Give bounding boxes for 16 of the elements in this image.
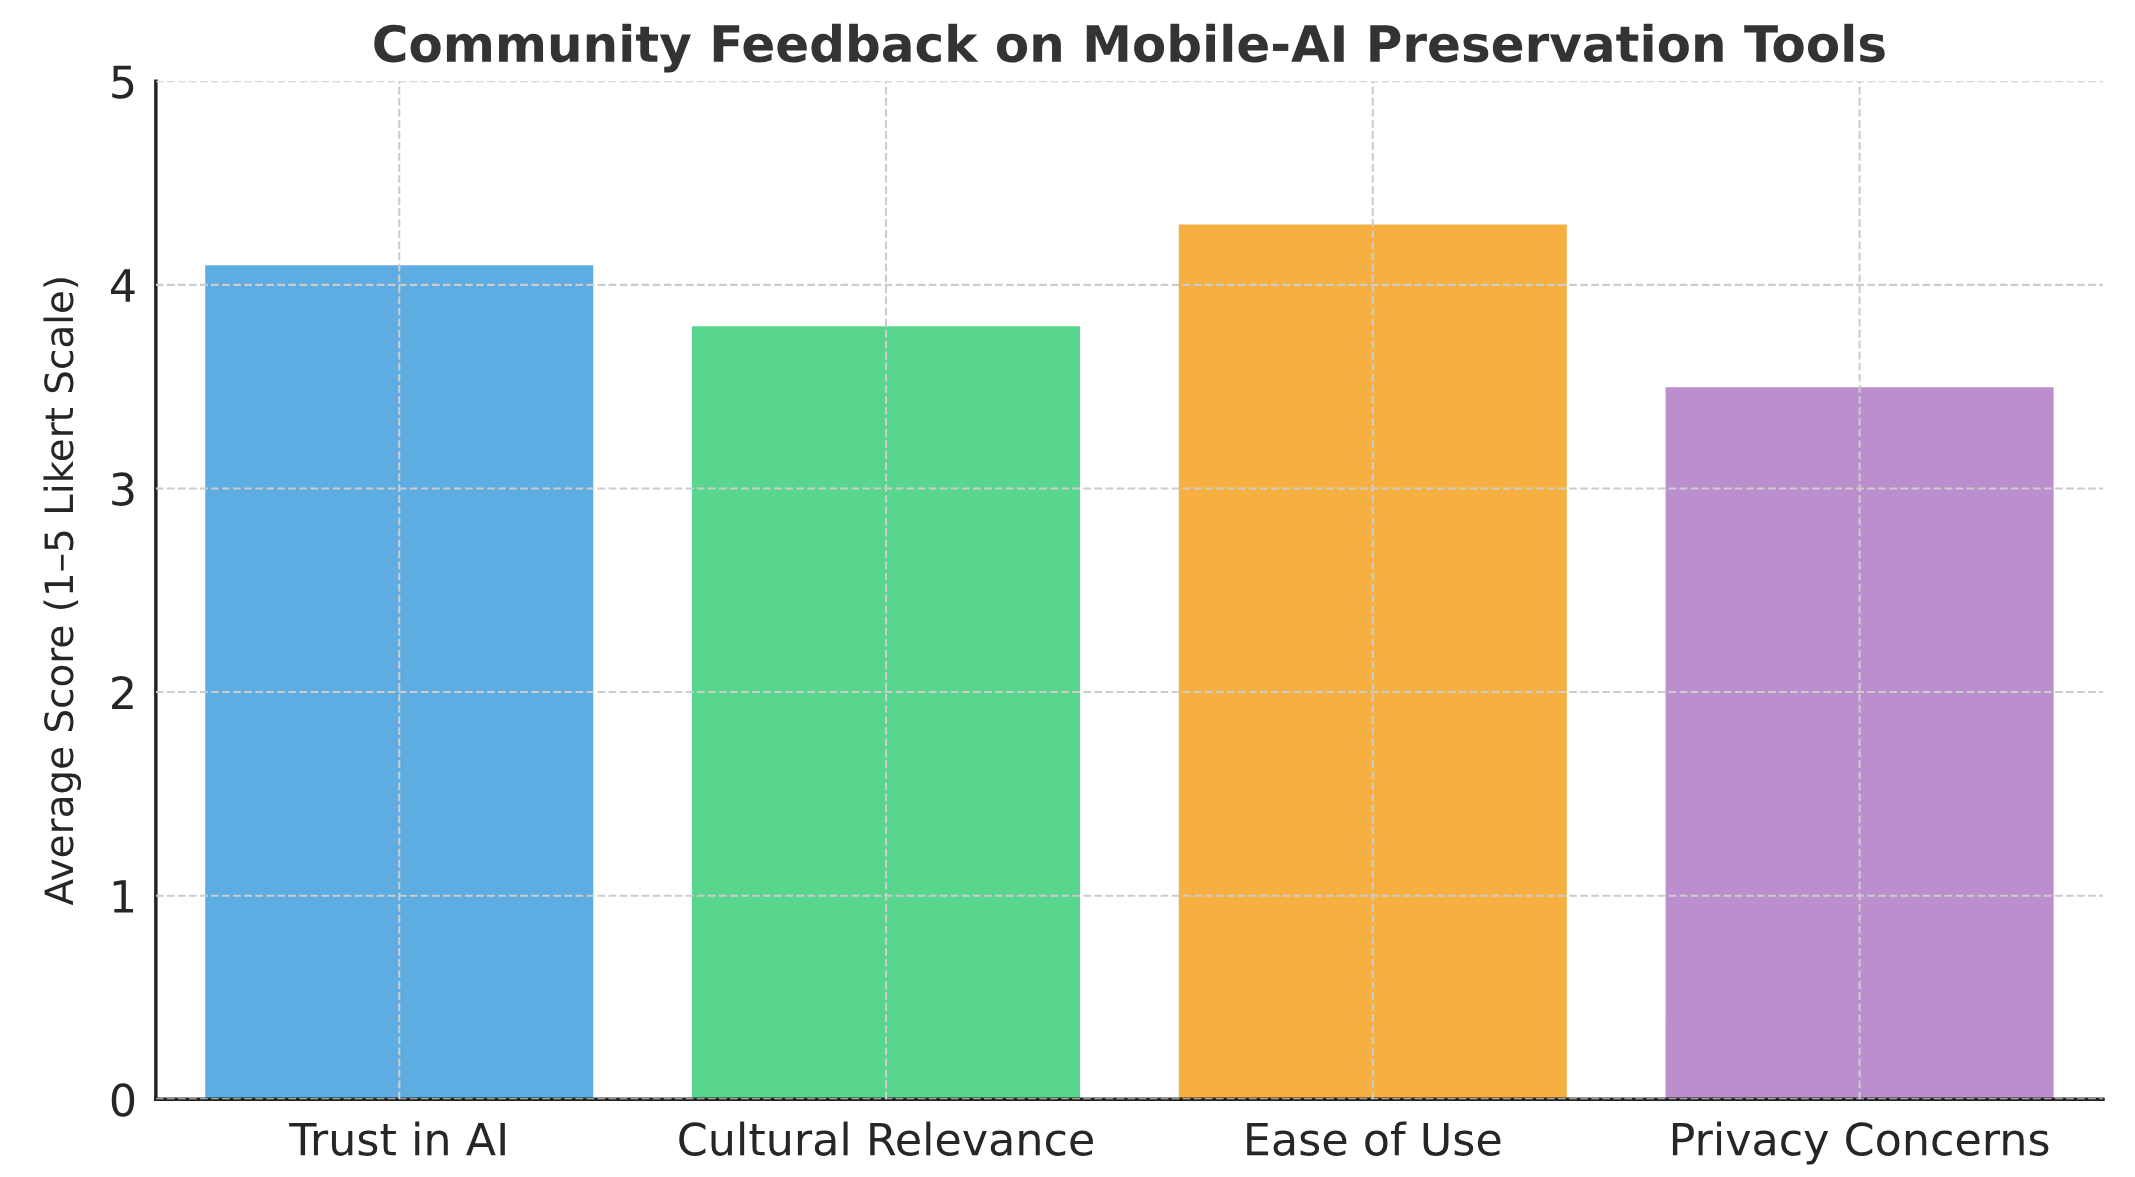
x-tick-label: Trust in AI — [289, 1121, 505, 1156]
y-tick-label: 5 — [112, 65, 134, 99]
bar — [203, 263, 595, 1100]
bar — [690, 324, 1082, 1100]
x-tick-label: Privacy Concerns — [1672, 1121, 2049, 1165]
y-tick-label: 4 — [111, 269, 135, 302]
bar — [1177, 223, 1569, 1100]
y-tick-label: 3 — [112, 472, 134, 506]
chart-title: Community Feedback on Mobile-AI Preservation Tools — [374, 23, 1885, 73]
y-tick-label: 2 — [112, 675, 133, 709]
y-tick-label: 1 — [113, 880, 133, 913]
bar — [1664, 385, 2055, 1100]
y-tick-label: 0 — [111, 1083, 135, 1117]
x-tick-label: Ease of Use — [1247, 1121, 1501, 1156]
y-axis-title: Average Score (1–5 Likert Scale) — [43, 278, 82, 906]
x-tick-label: Cultural Relevance — [679, 1121, 1093, 1156]
